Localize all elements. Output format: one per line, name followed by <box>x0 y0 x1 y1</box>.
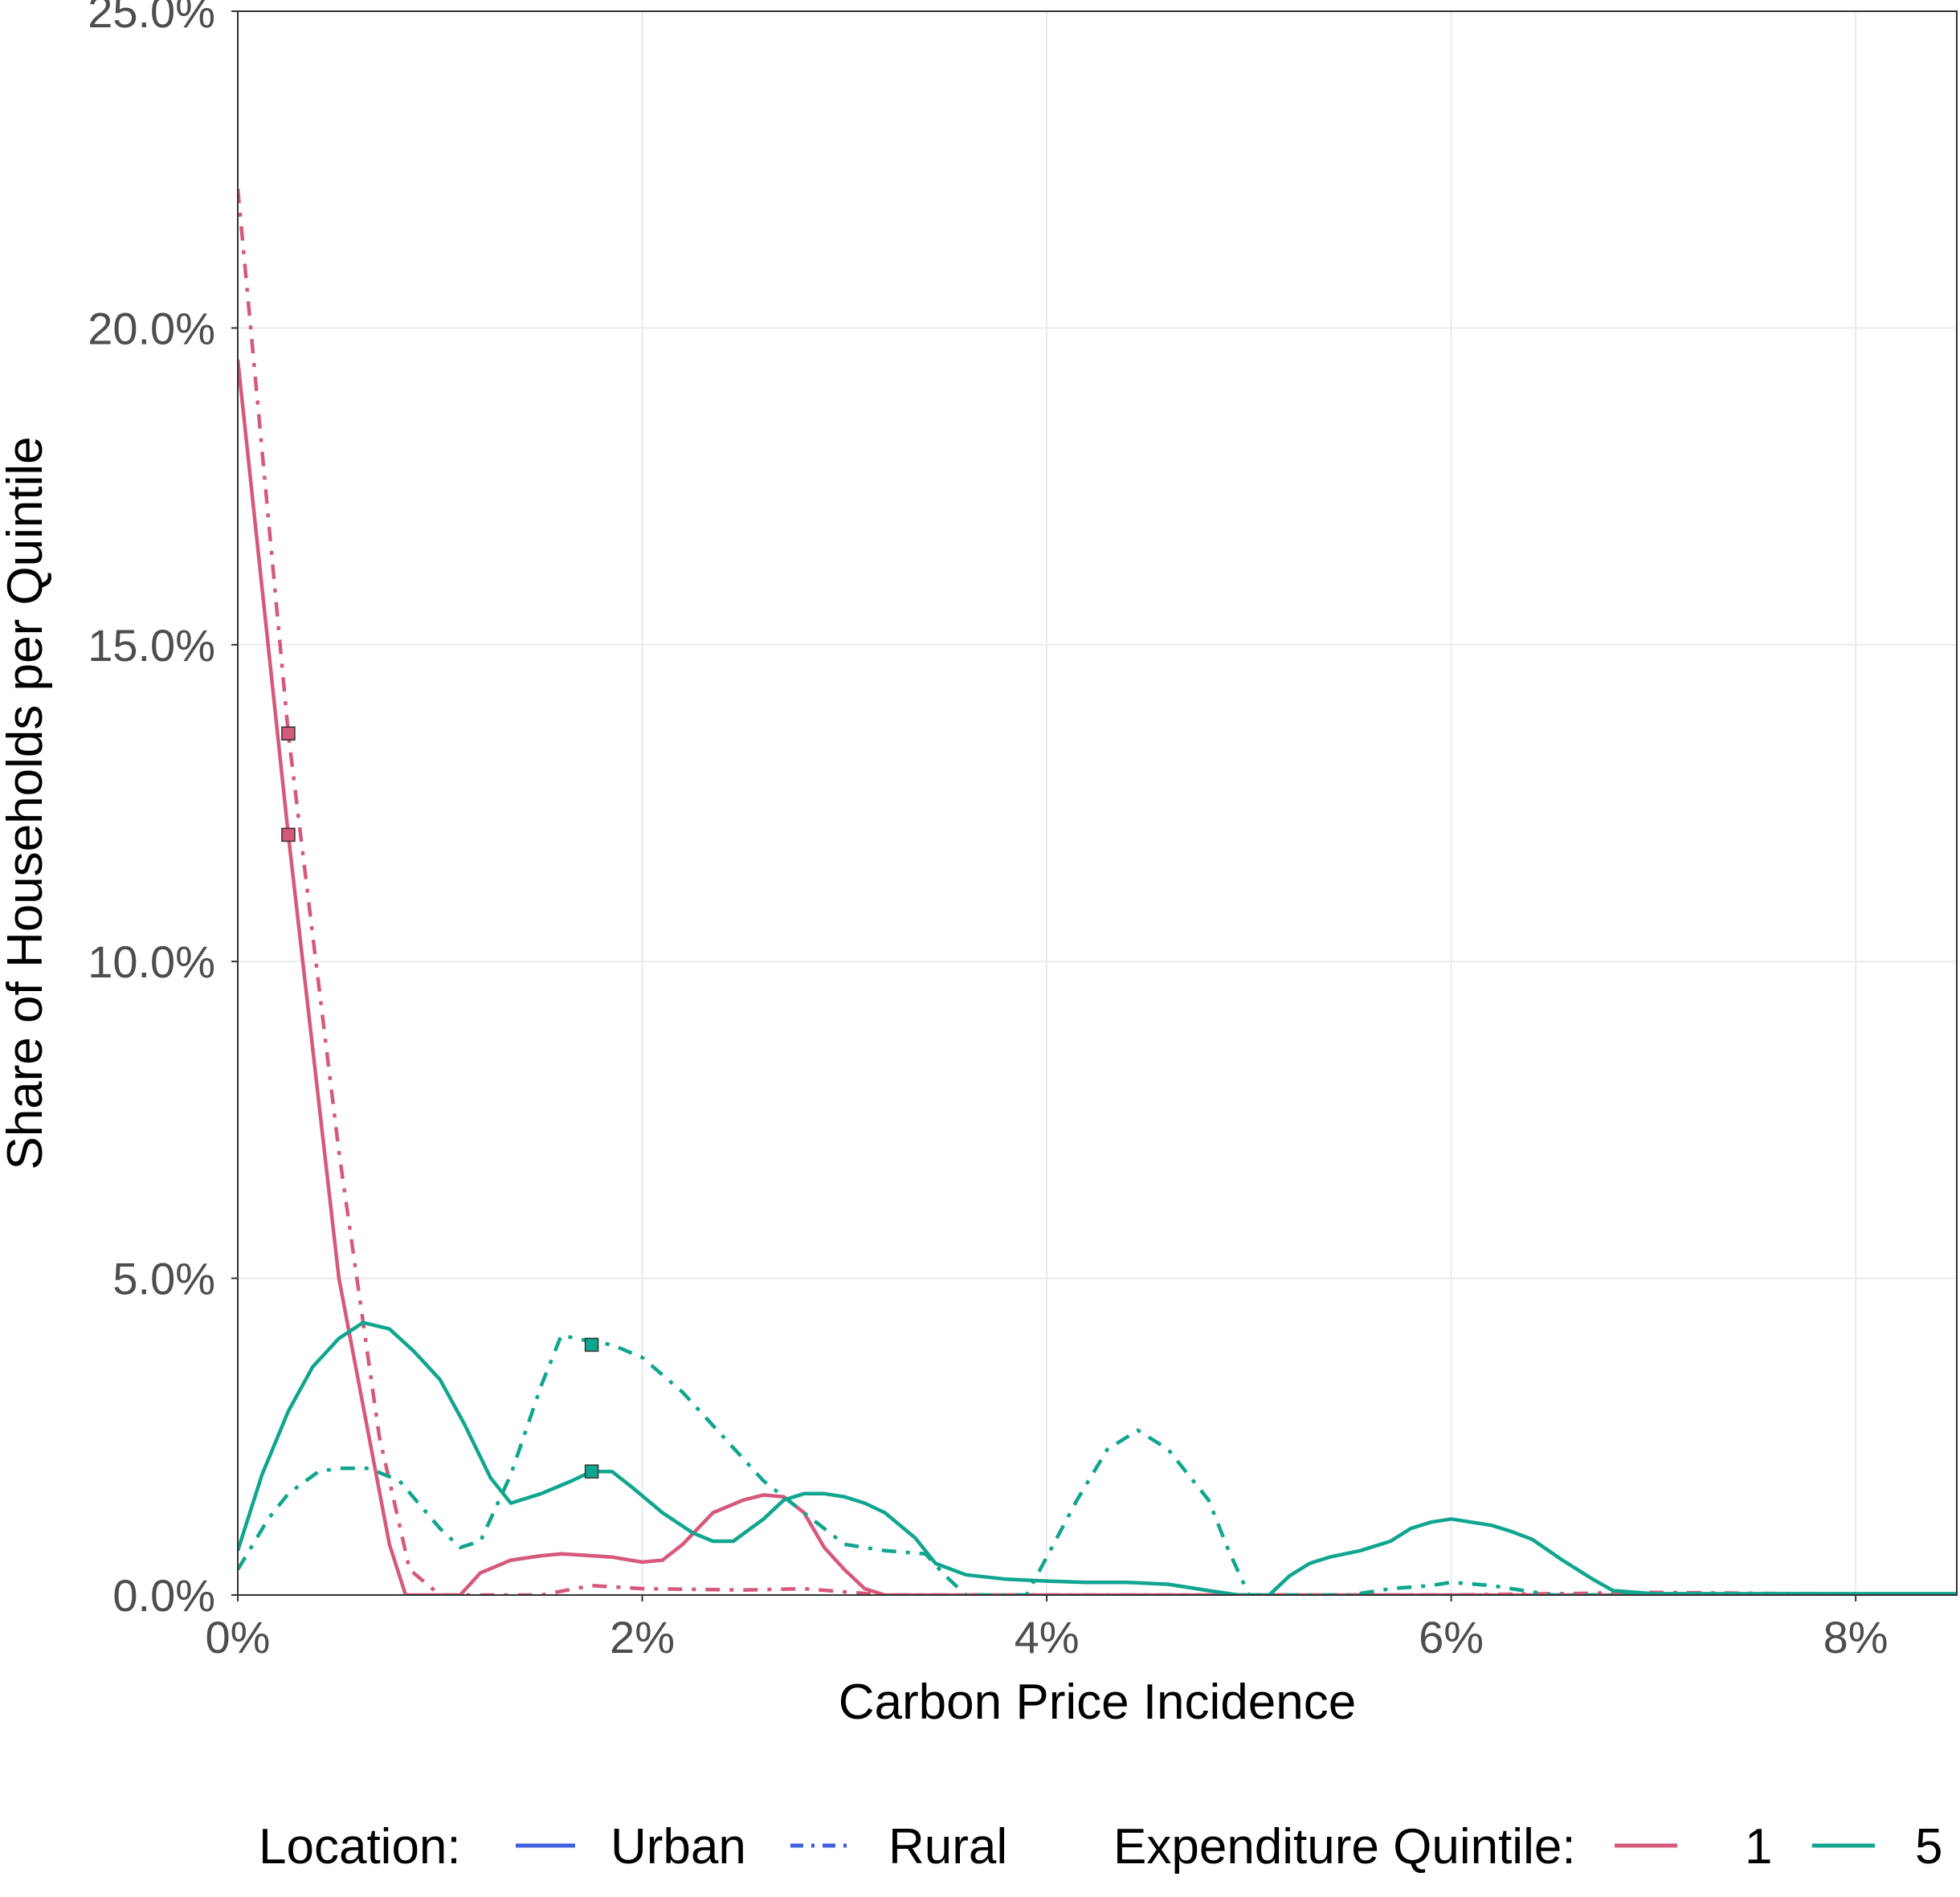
series-line-rural-q1 <box>238 188 1957 1595</box>
legend-label-rural: Rural <box>888 1819 1007 1875</box>
y-tick-label: 15.0% <box>88 620 215 671</box>
y-tick-label: 0.0% <box>112 1570 215 1621</box>
legend-label-urban: Urban <box>610 1819 746 1875</box>
x-tick-label: 0% <box>206 1612 271 1662</box>
marker-urban-q1 <box>281 827 296 842</box>
tick-labels: 0% 2% 4% 6% 8% 0.0% 5.0% 10.0% 15.0% 20.0% 25.0% <box>88 0 1888 1662</box>
legend: Location: Urban Rural Expenditure Quinti… <box>259 1819 1942 1875</box>
x-tick-label: 4% <box>1015 1612 1080 1662</box>
marker-rural-q5 <box>584 1337 599 1352</box>
grid-lines <box>237 10 1957 1596</box>
x-tick-label: 2% <box>610 1612 675 1662</box>
y-tick-label: 10.0% <box>88 936 215 987</box>
x-tick-label: 6% <box>1419 1612 1484 1662</box>
x-tick-label: 8% <box>1823 1612 1889 1662</box>
y-axis-title: Share of Households per Quintile <box>0 436 53 1169</box>
series-line-urban-q1 <box>238 359 1957 1595</box>
x-axis-title: Carbon Price Incidence <box>839 1675 1356 1730</box>
axes <box>231 10 1958 1601</box>
y-tick-label: 5.0% <box>112 1254 215 1304</box>
legend-label-quintile-1: 1 <box>1745 1819 1772 1875</box>
legend-label-quintile-5: 5 <box>1915 1819 1942 1875</box>
marker-urban-q5 <box>584 1464 599 1479</box>
series-line-urban-q5 <box>238 1320 1957 1595</box>
series-lines <box>238 188 1957 1595</box>
legend-quintile-title: Expenditure Quintile: <box>1113 1819 1576 1875</box>
series-line-rural-q5 <box>238 1333 1957 1595</box>
plot-frame <box>237 10 1958 1596</box>
legend-location-title: Location: <box>259 1819 461 1875</box>
y-tick-label: 20.0% <box>88 303 215 353</box>
marker-rural-q1 <box>281 726 296 740</box>
y-tick-label: 25.0% <box>88 0 215 37</box>
